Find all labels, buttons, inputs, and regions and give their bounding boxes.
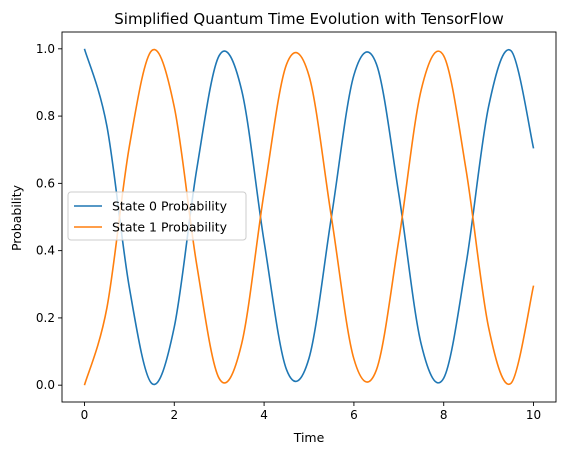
y-tick-label: 0.8 xyxy=(36,109,55,123)
y-tick-label: 0.2 xyxy=(36,311,55,325)
x-tick-label: 6 xyxy=(350,408,358,422)
x-tick-label: 8 xyxy=(440,408,448,422)
legend-box xyxy=(67,191,247,241)
y-tick-label: 0.6 xyxy=(36,176,55,190)
y-tick-label: 0.4 xyxy=(36,244,55,258)
x-axis-label: Time xyxy=(293,430,325,445)
y-axis-label: Probability xyxy=(9,184,24,251)
x-tick-label: 4 xyxy=(260,408,268,422)
x-tick-label: 10 xyxy=(526,408,541,422)
legend-label-1: State 1 Probability xyxy=(112,220,228,235)
x-tick-label: 2 xyxy=(170,408,178,422)
chart-title: Simplified Quantum Time Evolution with T… xyxy=(114,10,503,28)
plot-frame xyxy=(61,31,557,403)
series-line-0 xyxy=(83,48,535,386)
series-line-1 xyxy=(83,48,535,386)
plot-area: 0 2 4 6 8 10 0.0 0.2 0.4 0.6 0.8 1.0 State 0 Probabi… xyxy=(36,31,557,422)
y-tick-label: 0.0 xyxy=(36,378,55,392)
y-tick-label: 1.0 xyxy=(36,42,55,56)
x-tick-label: 0 xyxy=(81,408,89,422)
legend-label-0: State 0 Probability xyxy=(112,199,228,214)
